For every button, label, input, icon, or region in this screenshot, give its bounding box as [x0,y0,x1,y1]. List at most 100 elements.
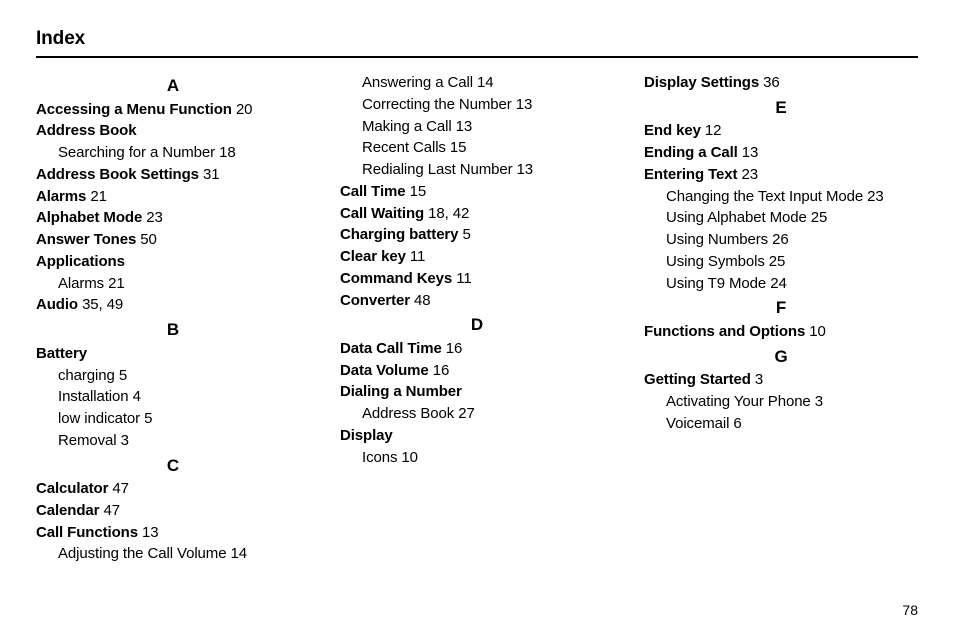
index-pages: 23 [142,209,163,226]
index-sub-pages: 27 [454,405,475,422]
index-entry: Address Book [36,120,310,142]
index-sub-pages: 5 [115,367,127,384]
index-subentry: Using Symbols 25 [644,251,918,273]
index-entry: Alphabet Mode 23 [36,207,310,229]
index-column: Display Settings 36EEnd key 12Ending a C… [644,72,918,565]
index-sub-label: Voicemail [666,415,729,432]
index-topic: Entering Text [644,166,737,183]
index-subentry: Activating Your Phone 3 [644,391,918,413]
index-sub-pages: 13 [512,96,533,113]
index-subentry: Voicemail 6 [644,413,918,435]
index-topic: End key [644,122,701,139]
index-column: AAccessing a Menu Function 20Address Boo… [36,72,310,565]
index-topic: Calendar [36,502,99,519]
index-sub-label: Searching for a Number [58,144,215,161]
index-entry: Address Book Settings 31 [36,164,310,186]
index-sub-label: Activating Your Phone [666,393,811,410]
index-topic: Accessing a Menu Function [36,101,232,118]
index-entry: Accessing a Menu Function 20 [36,99,310,121]
index-entry: Data Call Time 16 [340,338,614,360]
index-pages: 12 [701,122,722,139]
index-entry: Call Waiting 18, 42 [340,203,614,225]
index-entry: Dialing a Number [340,381,614,403]
index-topic: Getting Started [644,371,751,388]
index-entry: Data Volume 16 [340,360,614,382]
index-topic: Alphabet Mode [36,209,142,226]
index-sub-pages: 21 [104,275,125,292]
index-entry: Display [340,425,614,447]
index-topic: Charging battery [340,226,458,243]
index-pages: 18, 42 [424,205,469,222]
index-letter: F [644,296,918,321]
index-sub-label: Using T9 Mode [666,275,766,292]
index-entry: Call Time 15 [340,181,614,203]
index-entry: Battery [36,343,310,365]
index-sub-label: low indicator [58,410,140,427]
index-pages: 20 [232,101,253,118]
page: Index AAccessing a Menu Function 20Addre… [0,0,954,636]
index-topic: Applications [36,253,125,270]
index-entry: Audio 35, 49 [36,294,310,316]
index-pages: 15 [406,183,427,200]
index-sub-label: Answering a Call [362,74,473,91]
index-topic: Data Call Time [340,340,442,357]
index-entry: Applications [36,251,310,273]
index-topic: Converter [340,292,410,309]
index-entry: Clear key 11 [340,246,614,268]
index-sub-label: Correcting the Number [362,96,512,113]
index-sub-pages: 5 [140,410,152,427]
index-pages: 13 [138,524,159,541]
index-entry: Alarms 21 [36,186,310,208]
index-sub-pages: 4 [129,388,141,405]
index-columns: AAccessing a Menu Function 20Address Boo… [36,72,918,565]
index-sub-label: Alarms [58,275,104,292]
index-subentry: Alarms 21 [36,273,310,295]
index-letter: A [36,74,310,99]
index-subentry: Installation 4 [36,386,310,408]
index-subentry: Recent Calls 15 [340,137,614,159]
index-topic: Call Time [340,183,406,200]
index-sub-pages: 10 [397,449,418,466]
index-pages: 47 [99,502,120,519]
index-subentry: Removal 3 [36,430,310,452]
index-sub-pages: 15 [446,139,467,156]
index-pages: 47 [108,480,129,497]
index-sub-pages: 26 [768,231,789,248]
index-sub-label: Recent Calls [362,139,446,156]
index-entry: Entering Text 23 [644,164,918,186]
index-entry: Calendar 47 [36,500,310,522]
index-subentry: Changing the Text Input Mode 23 [644,186,918,208]
index-pages: 35, 49 [78,296,123,313]
index-entry: End key 12 [644,120,918,142]
index-sub-pages: 25 [807,209,828,226]
index-entry: Functions and Options 10 [644,321,918,343]
index-subentry: Answering a Call 14 [340,72,614,94]
index-pages: 11 [406,248,425,265]
index-subentry: Address Book 27 [340,403,614,425]
index-topic: Address Book [36,122,137,139]
index-pages: 3 [751,371,763,388]
index-topic: Ending a Call [644,144,738,161]
index-sub-label: Icons [362,449,397,466]
index-sub-label: Making a Call [362,118,452,135]
index-topic: Answer Tones [36,231,136,248]
index-subentry: low indicator 5 [36,408,310,430]
index-topic: Clear key [340,248,406,265]
index-letter: G [644,345,918,370]
index-topic: Alarms [36,188,86,205]
index-sub-label: Adjusting the Call Volume [58,545,226,562]
index-sub-label: Removal [58,432,117,449]
index-topic: Dialing a Number [340,383,462,400]
page-number: 78 [902,602,918,618]
index-topic: Display [340,427,393,444]
index-topic: Command Keys [340,270,452,287]
index-pages: 31 [199,166,220,183]
index-subentry: Icons 10 [340,447,614,469]
index-sub-pages: 18 [215,144,236,161]
index-entry: Getting Started 3 [644,369,918,391]
index-topic: Calculator [36,480,108,497]
index-pages: 50 [136,231,157,248]
index-sub-label: Using Alphabet Mode [666,209,807,226]
index-topic: Address Book Settings [36,166,199,183]
index-subentry: charging 5 [36,365,310,387]
